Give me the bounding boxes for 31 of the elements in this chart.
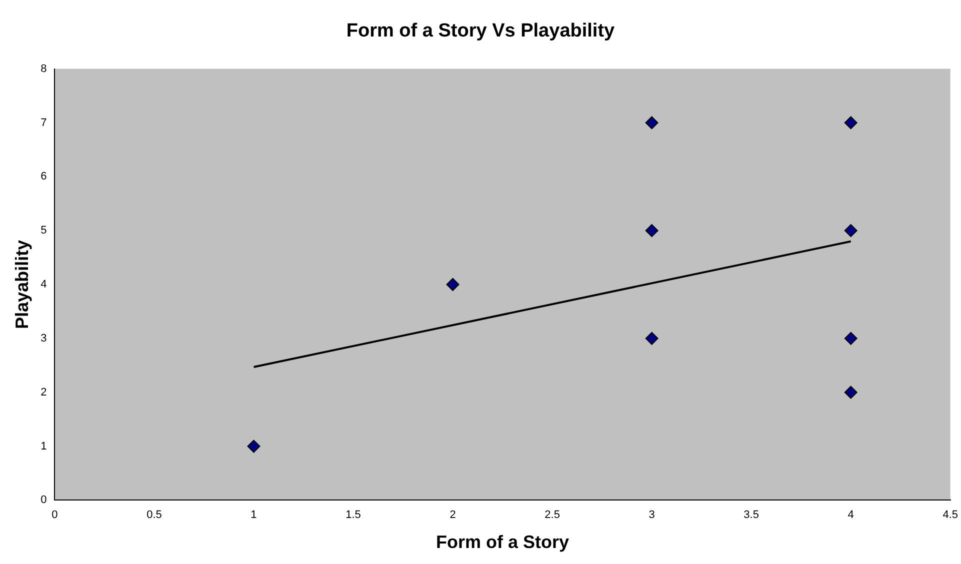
x-tick-label: 0.5 — [146, 508, 162, 521]
point — [844, 332, 858, 345]
x-axis-title: Form of a Story — [436, 532, 570, 552]
x-tick-label: 1 — [250, 508, 257, 521]
x-tick-label: 3 — [648, 508, 655, 521]
y-tick-label: 3 — [40, 332, 47, 344]
chart-title: Form of a Story Vs Playability — [346, 20, 616, 42]
point — [645, 332, 658, 345]
point — [247, 440, 260, 453]
y-tick-label: 5 — [40, 224, 47, 237]
x-tick-label: 2 — [450, 508, 456, 521]
x-tick-label: 4.5 — [942, 508, 958, 521]
point — [844, 224, 858, 238]
y-tick-label: 1 — [40, 440, 47, 452]
point — [446, 278, 460, 291]
point — [844, 116, 858, 130]
y-tick-label: 2 — [40, 386, 47, 398]
y-tick-label: 0 — [40, 494, 47, 506]
point — [844, 386, 858, 399]
y-axis-title: Playability — [12, 240, 32, 330]
x-tick-label: 1.5 — [346, 508, 361, 521]
y-tick-label: 7 — [40, 116, 47, 129]
y-tick-label: 8 — [40, 62, 47, 75]
x-tick-label: 3.5 — [744, 508, 759, 521]
y-tick-label: 4 — [40, 278, 47, 291]
point — [645, 116, 658, 130]
x-tick-label: 2.5 — [544, 508, 560, 521]
x-tick-label: 4 — [848, 508, 854, 521]
x-tick-label: 0 — [52, 508, 58, 521]
y-tick-label: 6 — [40, 170, 47, 183]
point — [645, 224, 658, 238]
